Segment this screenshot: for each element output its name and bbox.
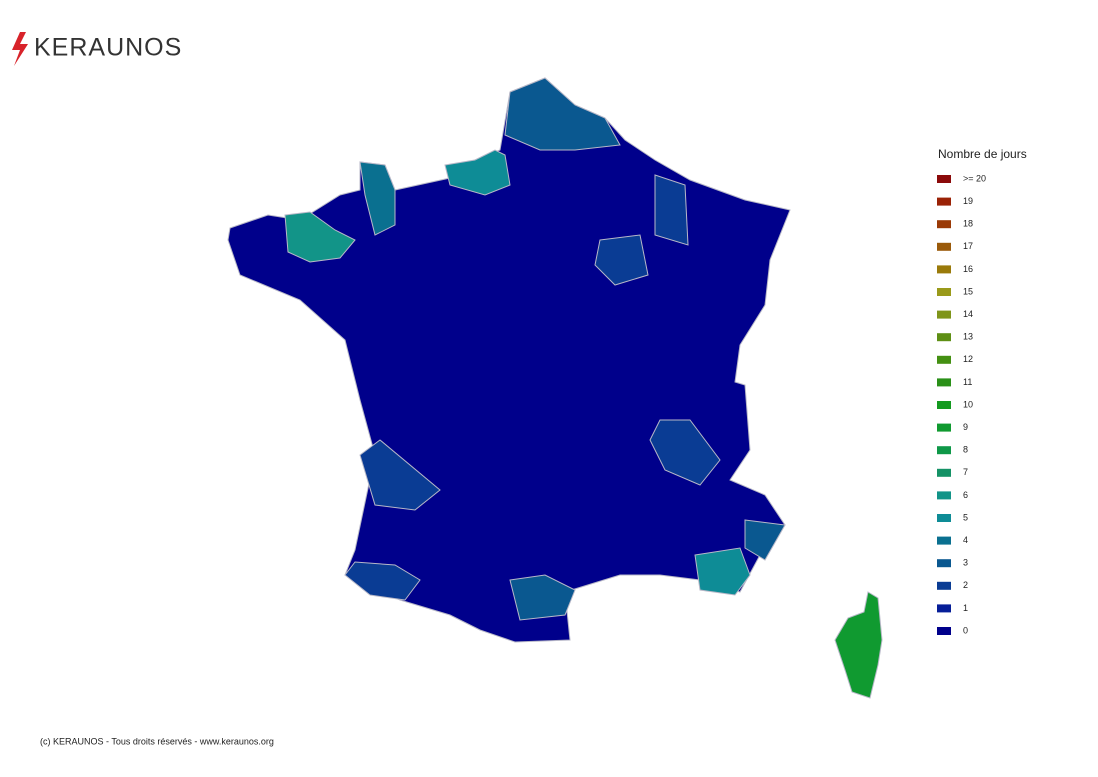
legend-label: 18 <box>963 219 973 229</box>
region-marne <box>654 174 689 246</box>
legend-label: 5 <box>963 512 968 522</box>
corsica <box>834 591 883 699</box>
legend-label: 6 <box>963 490 968 500</box>
region-aube <box>594 234 649 286</box>
legend-swatch <box>937 401 951 409</box>
legend-swatch <box>937 197 951 206</box>
legend-label: 3 <box>963 558 968 568</box>
legend-swatch <box>937 491 951 500</box>
legend-swatch <box>937 175 951 183</box>
legend-swatch <box>937 446 951 455</box>
logo: KERAUNOS <box>12 32 182 66</box>
logo-bolt <box>12 32 28 66</box>
legend-swatch <box>937 310 951 319</box>
logo-text: KERAUNOS <box>34 34 182 62</box>
legend-swatch <box>937 514 951 522</box>
legend-swatch <box>937 423 951 432</box>
legend-swatch <box>937 378 951 387</box>
legend-swatch <box>937 604 951 613</box>
legend-label: 10 <box>963 399 973 409</box>
legend-swatch <box>937 333 951 342</box>
legend-label: 11 <box>963 377 972 387</box>
legend-label: 0 <box>963 625 968 635</box>
region-isere <box>649 419 721 486</box>
legend-label: 17 <box>963 241 973 251</box>
region-north <box>504 77 621 151</box>
legend-label: 19 <box>963 196 973 206</box>
legend-label: 2 <box>963 580 968 590</box>
legend-label: 13 <box>963 332 973 342</box>
france-map <box>227 77 883 699</box>
legend-swatch <box>937 265 951 274</box>
legend-swatch <box>937 220 951 229</box>
copyright: (c) KERAUNOS - Tous droits réservés - ww… <box>40 736 274 746</box>
region-aude <box>509 574 576 621</box>
legend-swatch <box>937 355 951 364</box>
region-cotes-armor <box>284 211 356 263</box>
region-var <box>694 547 751 596</box>
legend-label: 4 <box>963 535 968 545</box>
region-alpes-maritimes <box>744 519 786 561</box>
legend-swatch <box>937 627 951 635</box>
legend-swatch <box>937 242 951 251</box>
legend-label: 8 <box>963 445 968 455</box>
legend-label: >= 20 <box>963 173 986 183</box>
legend-label: 16 <box>963 264 973 274</box>
legend-label: 9 <box>963 422 968 432</box>
legend-swatch <box>937 468 951 477</box>
legend-swatch <box>937 288 951 296</box>
legend-title: Nombre de jours <box>938 147 1027 161</box>
legend-label: 12 <box>963 354 973 364</box>
legend-swatch <box>937 581 951 590</box>
region-pyrenees-atlantiques <box>344 561 421 601</box>
legend-label: 15 <box>963 286 973 296</box>
region-manche <box>359 161 396 236</box>
legend-swatch <box>937 536 951 545</box>
region-seine-maritime <box>444 149 511 196</box>
legend-label: 14 <box>963 309 973 319</box>
region-gironde <box>359 439 441 511</box>
legend-swatch <box>937 559 951 568</box>
legend-label: 7 <box>963 467 968 477</box>
legend-label: 1 <box>963 603 968 613</box>
